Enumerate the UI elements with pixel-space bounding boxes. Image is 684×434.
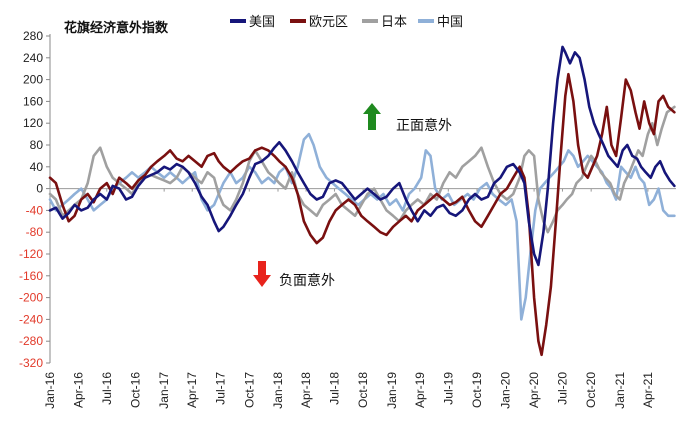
positive-surprise-label: 正面意外: [396, 117, 452, 134]
y-tick-label: 80: [30, 138, 44, 152]
x-tick-label: Oct-17: [242, 372, 256, 408]
y-tick-label: 160: [23, 94, 43, 108]
legend-label: 美国: [249, 15, 275, 30]
negative-surprise-label: 负面意外: [279, 272, 335, 289]
x-tick-label: Jul-17: [214, 372, 228, 405]
series-line-0: [48, 45, 676, 267]
x-tick-label: Jan-18: [271, 372, 285, 409]
arrow-down-icon: [253, 261, 271, 287]
y-tick-label: 40: [30, 160, 44, 174]
y-tick-label: -120: [19, 247, 43, 261]
y-tick-label: -40: [26, 203, 44, 217]
x-tick-label: Oct-19: [470, 372, 484, 408]
legend: 美国 欧元区 日本 中国: [230, 15, 463, 30]
x-tick-label: Jan-16: [43, 372, 57, 409]
x-tick-label: Jul-19: [441, 372, 455, 405]
x-tick-label: Jan-19: [385, 372, 399, 409]
x-tick-label: Jan-21: [613, 372, 627, 409]
x-tick-label: Oct-18: [356, 372, 370, 408]
x-tick-label: Jan-20: [499, 372, 513, 409]
series-line-1: [48, 72, 676, 357]
legend-label: 中国: [437, 15, 463, 30]
x-tick-label: Apr-19: [413, 372, 427, 408]
x-tick-label: Apr-17: [185, 372, 199, 408]
chart-title: 花旗经济意外指数: [64, 20, 169, 36]
y-tick-label: 200: [23, 73, 43, 87]
series-line-2: [48, 105, 676, 234]
x-tick-label: Jul-18: [327, 372, 341, 405]
y-tick-label: -160: [19, 269, 43, 283]
y-tick-label: 280: [23, 29, 43, 43]
x-tick-label: Apr-16: [71, 372, 85, 408]
x-tick-label: Apr-20: [527, 372, 541, 408]
x-tick-label: Jul-20: [555, 372, 569, 405]
series-line-3: [48, 132, 676, 321]
x-axis: Jan-16 Apr-16 Jul-16 Oct-16 Jan-17 Apr-17 Jul-…: [43, 188, 655, 409]
y-tick-label: -240: [19, 312, 43, 326]
y-tick-label: 120: [23, 116, 43, 130]
y-tick-label: -200: [19, 291, 43, 305]
y-tick-label: 240: [23, 51, 43, 65]
x-tick-label: Apr-21: [641, 372, 655, 408]
y-tick-label: -280: [19, 334, 43, 348]
series-layer: [48, 45, 676, 357]
x-tick-label: Oct-16: [128, 372, 142, 408]
arrow-up-icon: [363, 103, 381, 130]
legend-label: 欧元区: [309, 15, 348, 30]
x-tick-label: Apr-18: [299, 372, 313, 408]
y-tick-label: -320: [19, 356, 43, 370]
x-tick-label: Oct-20: [584, 372, 598, 408]
x-tick-label: Jul-16: [100, 372, 114, 405]
y-tick-label: 0: [36, 182, 43, 196]
y-tick-label: -80: [26, 225, 44, 239]
legend-label: 日本: [381, 15, 407, 30]
x-tick-label: Jan-17: [157, 372, 171, 409]
